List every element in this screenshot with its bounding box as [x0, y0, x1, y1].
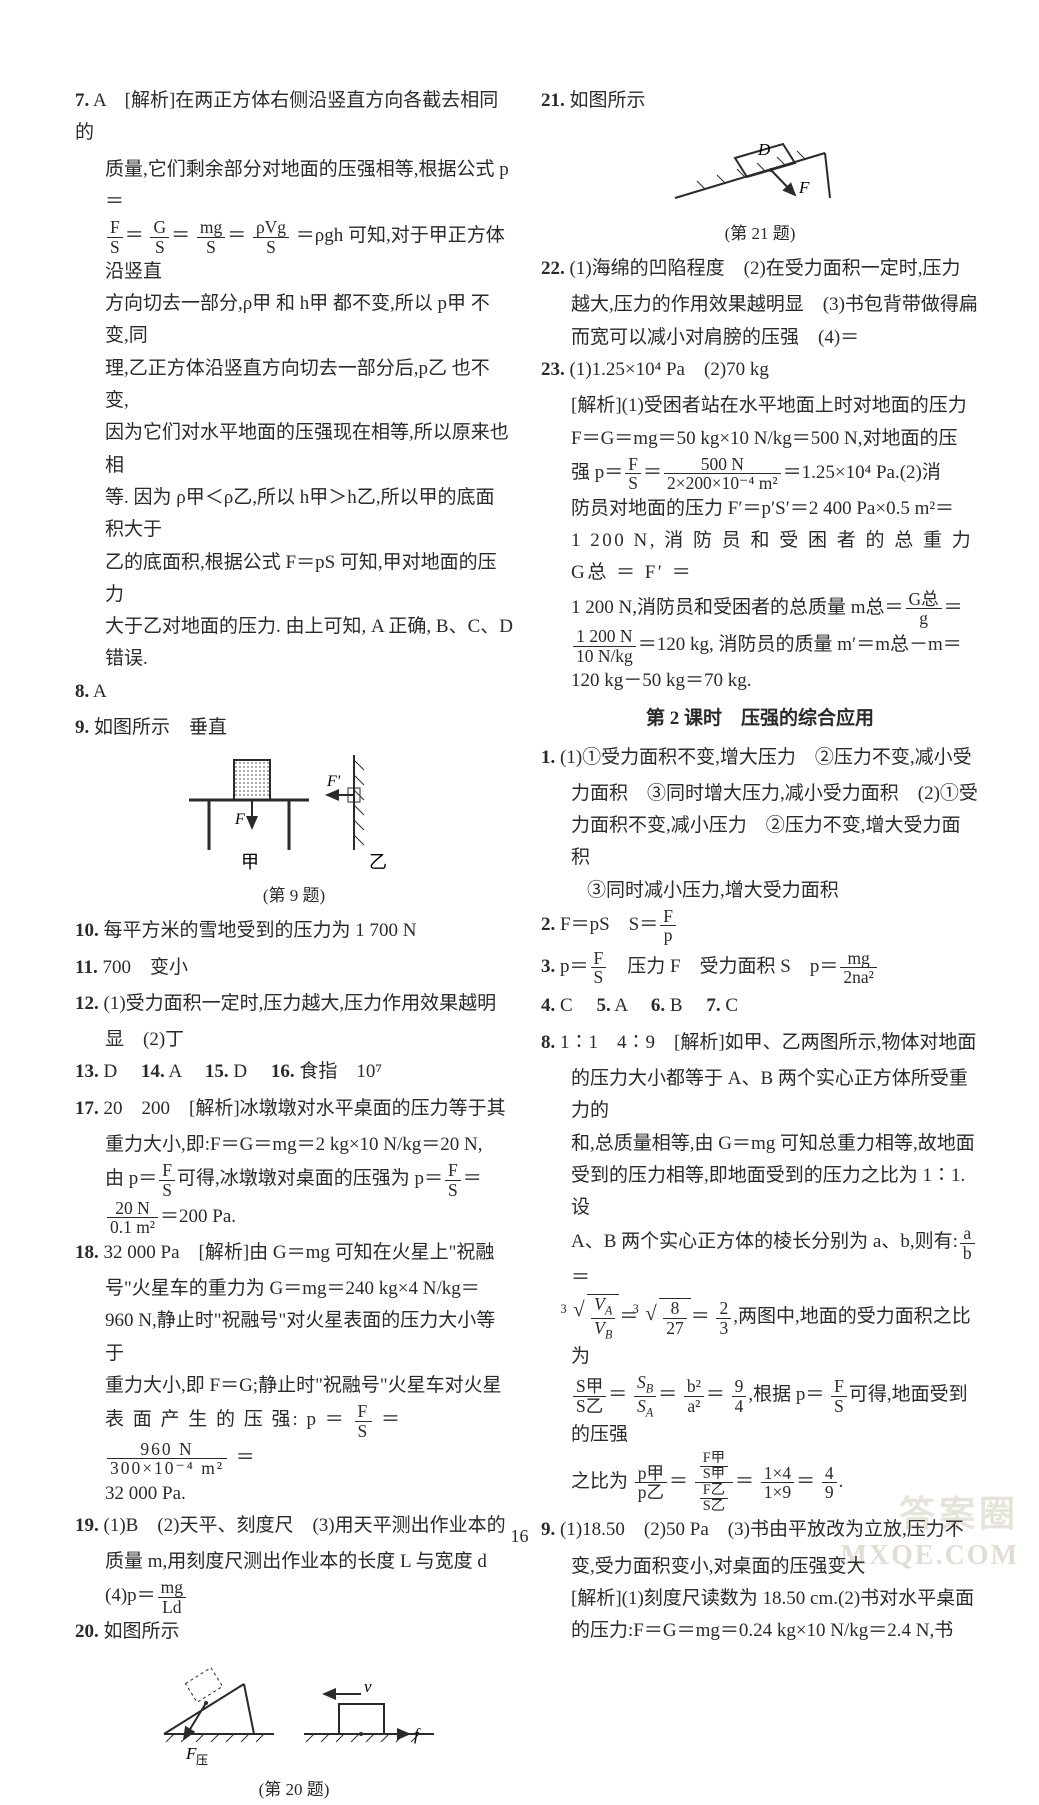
svg-text:F': F' [326, 773, 341, 790]
q18-l5: 表 面 产 生 的 压 强: p ＝ FS ＝ 960 N300×10⁻⁴ m²… [75, 1402, 513, 1477]
r4-7: 4. C 5. A 6. B 7. C [541, 990, 979, 1022]
q23-l6: 1 200 N,消防员和受困者的总质量 m总＝G总g＝ [541, 590, 979, 628]
q7-l5: 理,乙正方体沿竖直方向切去一部分后,p乙 也不变, [75, 353, 513, 418]
left-column: 7. A [解析]在两正方体右侧沿竖直方向各截去相同的 质量,它们剩余部分对地面… [75, 85, 513, 1505]
q20: 20. 如图所示 [75, 1616, 513, 1648]
q9-cap: (第 9 题) [75, 882, 513, 911]
q7-l4: 方向切去一部分,ρ甲 和 h甲 都不变,所以 p甲 不变,同 [75, 288, 513, 353]
q23-l3: 强 p＝FS＝500 N2×200×10⁻⁴ m²＝1.25×10⁴ Pa.(2… [541, 455, 979, 493]
r8-l7: S甲S乙＝ SBSA＝ b²a²＝ 94,根据 p＝ FS可得,地面受到的压强 [541, 1373, 979, 1451]
q17: 17. 20 200 [解析]冰墩墩对水平桌面的压力等于其 [75, 1093, 513, 1125]
svg-text:乙: 乙 [369, 852, 387, 872]
q7-l2: 质量,它们剩余部分对地面的压强相等,根据公式 p＝ [75, 154, 513, 219]
q17-l2: 重力大小,即:F＝G＝mg＝2 kg×10 N/kg＝20 N, [75, 1129, 513, 1161]
r2: 2. F＝pS S＝Fp [541, 907, 979, 945]
q17-l4: 20 N0.1 m²＝200 Pa. [75, 1199, 513, 1237]
q18: 18. 32 000 Pa [解析]由 G＝mg 可知在火星上"祝融 [75, 1237, 513, 1269]
svg-text:F: F [798, 178, 810, 197]
r3: 3. p＝FS 压力 F 受力面积 S p＝mg2na² [541, 949, 979, 987]
r8-l6: 3VAVB＝ 3827＝ 23,两图中,地面的受力面积之比为 [541, 1294, 979, 1373]
q21: 21. 如图所示 [541, 85, 979, 117]
q21-cap: (第 21 题) [541, 220, 979, 249]
q9: 9. 如图所示 垂直 [75, 712, 513, 744]
r8-l5: A、B 两个实心正方体的棱长分别为 a、b,则有:ab＝ [541, 1224, 979, 1294]
q8: 8. A [75, 676, 513, 708]
section-title: 第 2 课时 压强的综合应用 [541, 703, 979, 735]
q11: 11. 700 变小 [75, 952, 513, 984]
q12: 12. (1)受力面积一定时,压力越大,压力作用效果越明 [75, 988, 513, 1020]
q12-2: 显 (2)丁 [75, 1024, 513, 1056]
q7-l6: 因为它们对水平地面的压强现在相等,所以原来也相 [75, 417, 513, 482]
q21-figure: D F [541, 123, 979, 218]
q17-l3: 由 p＝FS可得,冰墩墩对桌面的压强为 p＝FS＝ [75, 1161, 513, 1199]
watermark-2: MXQE.COM [840, 1532, 1019, 1580]
r1: 1. (1)①受力面积不变,增大压力 ②压力不变,减小受 [541, 742, 979, 774]
right-column: 21. 如图所示 D F (第 21 题) 22. (1)海绵的凹陷程度 (2)… [541, 85, 979, 1505]
svg-text:D: D [757, 140, 771, 159]
svg-text:v: v [364, 1677, 372, 1696]
q20-cap: (第 20 题) [75, 1776, 513, 1805]
q7-lead: A [解析]在两正方体右侧沿竖直方向各截去相同的 [75, 90, 498, 143]
q7-fracline: FS＝ GS＝ mgS＝ ρVgS ＝ρgh 可知,对于甲正方体沿竖直 [75, 218, 513, 288]
r8: 8. 1∶1 4∶9 [解析]如甲、乙两图所示,物体对地面 [541, 1027, 979, 1059]
q9-figure: F 甲 F' 乙 [75, 750, 513, 880]
q7: 7. A [解析]在两正方体右侧沿竖直方向各截去相同的 [75, 85, 513, 150]
q19-eq: (4)p＝mgLd [75, 1578, 513, 1616]
q7-l7: 等. 因为 ρ甲＜ρ乙,所以 h甲＞h乙,所以甲的底面积大于 [75, 482, 513, 547]
q7-l9: 大于乙对地面的压力. 由上可知, A 正确, B、C、D [75, 611, 513, 643]
q23-l7: 1 200 N10 N/kg＝120 kg, 消防员的质量 m′＝m总－m＝ [541, 627, 979, 665]
q20-figure: F压 v f [75, 1654, 513, 1774]
q7-num: 7. [75, 90, 89, 111]
svg-text:F: F [234, 811, 245, 828]
svg-text:压: 压 [196, 1753, 208, 1767]
q10: 10. 每平方米的雪地受到的压力为 1 700 N [75, 915, 513, 947]
q7-l10: 错误. [75, 643, 513, 675]
q23: 23. (1)1.25×10⁴ Pa (2)70 kg [541, 354, 979, 386]
q13-16: 13. D 14. A 15. D 16. 食指 10⁷ [75, 1056, 513, 1088]
svg-text:甲: 甲 [241, 852, 259, 872]
q22: 22. (1)海绵的凹陷程度 (2)在受力面积一定时,压力 [541, 253, 979, 285]
q7-l8: 乙的底面积,根据公式 F＝pS 可知,甲对地面的压力 [75, 547, 513, 612]
